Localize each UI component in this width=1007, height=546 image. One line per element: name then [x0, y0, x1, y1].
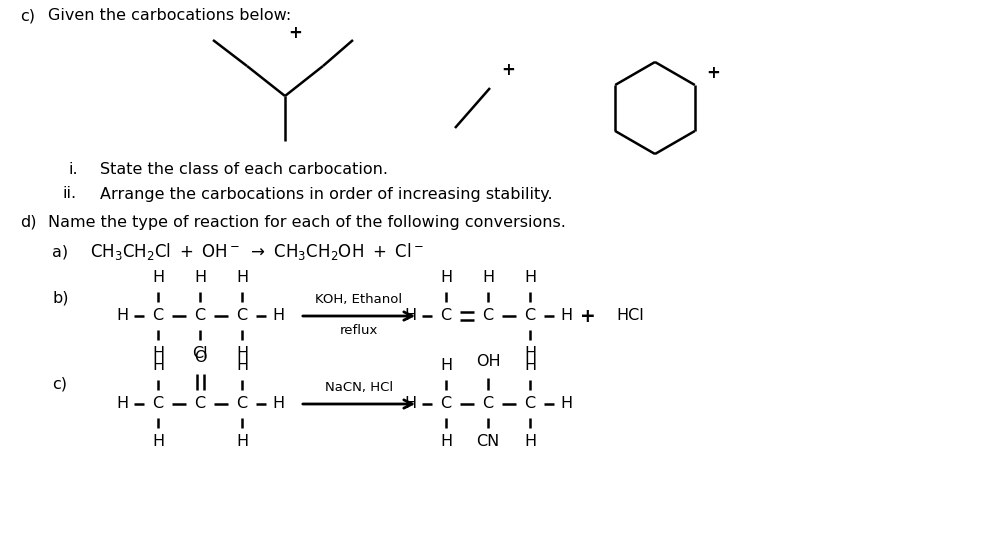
Text: Cl: Cl — [192, 347, 207, 361]
Text: C: C — [152, 308, 163, 323]
Text: H: H — [524, 270, 536, 286]
Text: KOH, Ethanol: KOH, Ethanol — [315, 293, 403, 306]
Text: NaCN, HCl: NaCN, HCl — [325, 381, 393, 394]
Text: H: H — [560, 308, 572, 323]
Text: C: C — [440, 308, 451, 323]
Text: H: H — [116, 396, 128, 412]
Text: H: H — [152, 270, 164, 286]
Text: C: C — [525, 396, 536, 412]
Text: H: H — [152, 359, 164, 373]
Text: H: H — [152, 435, 164, 449]
Text: d): d) — [20, 215, 36, 229]
Text: reflux: reflux — [339, 323, 379, 336]
Text: H: H — [236, 435, 248, 449]
Text: State the class of each carbocation.: State the class of each carbocation. — [100, 163, 388, 177]
Text: OH: OH — [475, 354, 500, 370]
Text: C: C — [482, 308, 493, 323]
Text: Given the carbocations below:: Given the carbocations below: — [48, 9, 291, 23]
Text: H: H — [236, 359, 248, 373]
Text: C: C — [440, 396, 451, 412]
Text: ii.: ii. — [62, 187, 77, 201]
Text: O: O — [193, 351, 206, 365]
Text: H: H — [524, 347, 536, 361]
Text: H: H — [440, 359, 452, 373]
Text: H: H — [560, 396, 572, 412]
Text: C: C — [152, 396, 163, 412]
Text: +: + — [580, 306, 596, 325]
Text: H: H — [236, 270, 248, 286]
Text: CN: CN — [476, 435, 499, 449]
Text: C: C — [525, 308, 536, 323]
Text: C: C — [194, 396, 205, 412]
Text: H: H — [440, 270, 452, 286]
Text: H: H — [440, 435, 452, 449]
Text: H: H — [236, 347, 248, 361]
Text: $\mathrm{CH_3CH_2Cl\ +\ OH^-\ \rightarrow\ CH_3CH_2OH\ +\ Cl^-}$: $\mathrm{CH_3CH_2Cl\ +\ OH^-\ \rightarro… — [90, 241, 424, 263]
Text: HCl: HCl — [616, 308, 643, 323]
Text: H: H — [482, 270, 494, 286]
Text: C: C — [237, 396, 248, 412]
Text: Arrange the carbocations in order of increasing stability.: Arrange the carbocations in order of inc… — [100, 187, 553, 201]
Text: H: H — [194, 270, 206, 286]
Text: +: + — [706, 64, 720, 82]
Text: H: H — [272, 396, 284, 412]
Text: +: + — [501, 61, 515, 79]
Text: C: C — [237, 308, 248, 323]
Text: H: H — [116, 308, 128, 323]
Text: C: C — [482, 396, 493, 412]
Text: H: H — [404, 396, 416, 412]
Text: a): a) — [52, 245, 68, 259]
Text: i.: i. — [68, 163, 78, 177]
Text: H: H — [404, 308, 416, 323]
Text: C: C — [194, 308, 205, 323]
Text: H: H — [152, 347, 164, 361]
Text: c): c) — [52, 377, 67, 391]
Text: H: H — [524, 435, 536, 449]
Text: H: H — [272, 308, 284, 323]
Text: c): c) — [20, 9, 35, 23]
Text: b): b) — [52, 290, 68, 306]
Text: Name the type of reaction for each of the following conversions.: Name the type of reaction for each of th… — [48, 215, 566, 229]
Text: +: + — [288, 24, 302, 42]
Text: H: H — [524, 359, 536, 373]
